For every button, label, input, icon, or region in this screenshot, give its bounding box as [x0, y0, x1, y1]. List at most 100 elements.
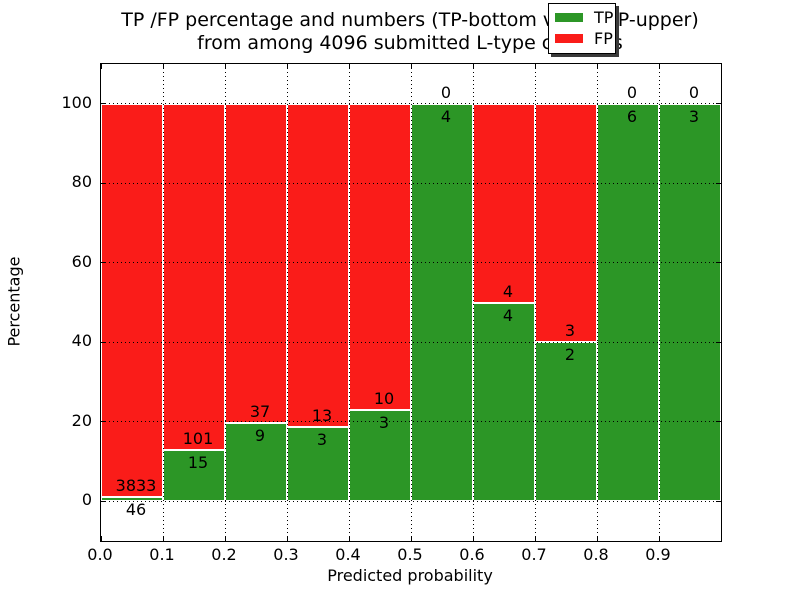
- bar-count-label-tp: 3: [688, 106, 700, 126]
- x-tick-label: 0.9: [645, 545, 671, 564]
- bar-count-label-tp: 3: [316, 429, 328, 449]
- legend-item-fp: FP: [555, 30, 613, 47]
- gridline-vertical: [286, 64, 288, 541]
- bar-segment-fp: [349, 103, 411, 410]
- gridline-vertical: [348, 64, 350, 541]
- x-tick-label: 0.5: [397, 545, 423, 564]
- y-tick-mark: [716, 262, 721, 264]
- gridline-vertical: [410, 64, 412, 541]
- x-tick-mark: [348, 64, 350, 69]
- bar-count-label-tp: 46: [125, 499, 147, 519]
- y-tick-mark: [716, 103, 721, 105]
- y-tick-label: 80: [71, 172, 92, 192]
- x-tick-mark: [410, 64, 412, 69]
- gridline-vertical: [534, 64, 536, 541]
- gridline-horizontal: [101, 182, 721, 184]
- bar-count-label-fp: 0: [440, 82, 452, 102]
- bar-segment-tp: [659, 103, 721, 502]
- y-tick-mark: [101, 182, 106, 184]
- bar-segment-fp: [163, 103, 225, 450]
- x-tick-mark: [472, 536, 474, 541]
- legend-label-tp: TP: [594, 7, 614, 27]
- gridline-horizontal: [101, 262, 721, 264]
- x-tick-label: 0.4: [335, 545, 361, 564]
- y-tick-mark: [101, 500, 106, 502]
- bar-segment-fp: [287, 103, 349, 427]
- x-tick-label: 0.3: [273, 545, 299, 564]
- bar-count-label-tp: 4: [502, 305, 514, 325]
- x-tick-label: 0.7: [521, 545, 547, 564]
- y-tick-mark: [716, 182, 721, 184]
- bar-count-label-fp: 0: [626, 82, 638, 102]
- x-tick-mark: [472, 64, 474, 69]
- bar-count-label-tp: 15: [187, 452, 209, 472]
- bar-count-label-tp: 4: [440, 106, 452, 126]
- legend: TP FP: [548, 3, 616, 54]
- x-tick-mark: [162, 536, 164, 541]
- x-tick-label: 0.0: [87, 545, 113, 564]
- bar-count-label-fp: 10: [373, 388, 395, 408]
- y-tick-mark: [101, 421, 106, 423]
- bar-count-label-tp: 9: [254, 426, 266, 446]
- gridline-vertical: [224, 64, 226, 541]
- x-tick-mark: [658, 536, 660, 541]
- x-tick-mark: [534, 536, 536, 541]
- x-tick-mark: [596, 536, 598, 541]
- legend-item-tp: TP: [555, 9, 613, 26]
- bar-segment-tp: [411, 103, 473, 502]
- chart-title-line2: from among 4096 submitted L-type contact…: [197, 32, 623, 54]
- x-tick-mark: [286, 536, 288, 541]
- bar-segment-fp: [225, 103, 287, 424]
- legend-label-fp: FP: [594, 28, 613, 48]
- bar-segment-fp: [473, 103, 535, 303]
- gridline-horizontal: [101, 341, 721, 343]
- y-tick-label: 40: [71, 331, 92, 351]
- bar-segment-tp: [473, 302, 535, 502]
- bar-count-label-fp: 37: [249, 402, 271, 422]
- bar-count-label-fp: 3: [564, 321, 576, 341]
- x-axis-label: Predicted probability: [327, 566, 493, 585]
- gridline-horizontal: [101, 103, 721, 105]
- gridline-vertical: [658, 64, 660, 541]
- x-tick-mark: [162, 64, 164, 69]
- bar-segment-tp: [597, 103, 659, 502]
- x-tick-mark: [224, 536, 226, 541]
- legend-swatch-tp-icon: [555, 13, 583, 22]
- legend-swatch-fp-icon: [555, 34, 583, 43]
- x-tick-mark: [286, 64, 288, 69]
- bar-segment-tp: [225, 423, 287, 502]
- x-tick-mark: [596, 64, 598, 69]
- gridline-vertical: [596, 64, 598, 541]
- x-tick-mark: [348, 536, 350, 541]
- y-tick-label: 0: [81, 490, 92, 510]
- y-tick-label: 60: [71, 251, 92, 271]
- bar-segment-fp: [101, 103, 163, 497]
- bar-count-label-fp: 101: [182, 428, 214, 448]
- gridline-horizontal: [101, 421, 721, 423]
- bar-count-label-tp: 3: [378, 412, 390, 432]
- y-tick-mark: [716, 421, 721, 423]
- y-tick-mark: [101, 103, 106, 105]
- x-tick-mark: [224, 64, 226, 69]
- x-tick-label: 0.1: [149, 545, 175, 564]
- x-tick-mark: [534, 64, 536, 69]
- y-tick-label: 100: [61, 92, 92, 112]
- x-tick-label: 0.8: [583, 545, 609, 564]
- bar-count-label-tp: 6: [626, 106, 638, 126]
- bar-count-label-fp: 4: [502, 281, 514, 301]
- bar-segment-fp: [535, 103, 597, 343]
- x-tick-mark: [658, 64, 660, 69]
- bar-count-label-fp: 0: [688, 82, 700, 102]
- x-tick-mark: [100, 536, 102, 541]
- y-tick-mark: [716, 341, 721, 343]
- gridline-vertical: [472, 64, 474, 541]
- x-tick-label: 0.6: [459, 545, 485, 564]
- bar-count-label-fp: 3833: [115, 475, 157, 495]
- y-tick-label: 20: [71, 410, 92, 430]
- x-tick-mark: [410, 536, 412, 541]
- y-tick-mark: [716, 500, 721, 502]
- gridline-horizontal: [101, 500, 721, 502]
- y-tick-mark: [101, 341, 106, 343]
- gridline-vertical: [162, 64, 164, 541]
